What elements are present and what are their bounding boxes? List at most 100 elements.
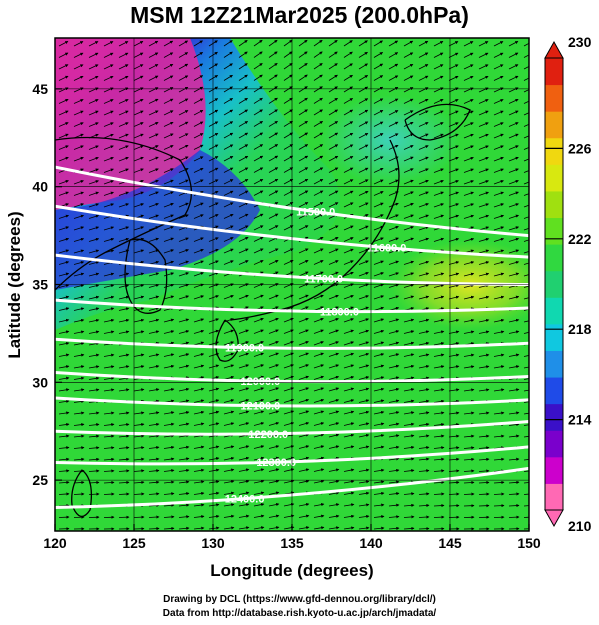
- wind-arrow: [298, 97, 308, 104]
- wind-arrow: [313, 155, 324, 162]
- wind-arrow: [373, 109, 384, 116]
- wind-arrow: [448, 145, 459, 150]
- wind-arrow: [388, 249, 399, 254]
- wind-arrow: [373, 306, 385, 311]
- contour-label: 11700.0: [304, 274, 343, 286]
- wind-arrow: [208, 86, 219, 93]
- wind-arrow: [268, 375, 280, 380]
- wind-vectors: [58, 39, 529, 531]
- wind-arrow: [73, 52, 84, 58]
- wind-arrow: [253, 74, 263, 81]
- wind-arrow: [388, 168, 399, 173]
- wind-arrow: [178, 110, 189, 116]
- wind-arrow: [148, 145, 159, 150]
- wind-arrow: [223, 364, 235, 369]
- wind-arrow: [388, 214, 399, 219]
- wind-arrow: [238, 398, 250, 403]
- wind-arrow: [163, 422, 175, 426]
- wind-arrow: [148, 260, 160, 265]
- wind-arrow: [193, 399, 205, 403]
- wind-arrow: [463, 272, 475, 277]
- colorbar-label: 210: [568, 518, 592, 534]
- wind-arrow: [448, 214, 460, 219]
- wind-arrow: [508, 411, 520, 415]
- wind-arrow: [193, 260, 204, 265]
- wind-arrow: [163, 330, 175, 334]
- wind-arrow: [58, 226, 70, 231]
- wind-arrow: [298, 410, 310, 415]
- wind-arrow: [253, 422, 265, 426]
- wind-arrow: [313, 260, 324, 265]
- wind-arrow: [418, 422, 430, 427]
- wind-arrow: [133, 272, 145, 277]
- wind-arrow: [433, 341, 445, 346]
- wind-arrow: [478, 156, 489, 162]
- wind-arrow: [163, 226, 174, 231]
- wind-arrow: [343, 156, 354, 162]
- wind-arrow: [298, 167, 309, 173]
- wind-arrow: [298, 341, 309, 346]
- wind-arrow: [403, 75, 414, 81]
- wind-arrow: [193, 214, 204, 219]
- wind-arrow: [148, 179, 159, 185]
- wind-arrow: [193, 387, 205, 392]
- wind-arrow: [328, 86, 338, 93]
- wind-arrow: [298, 421, 310, 426]
- map-title: MSM 12Z21Mar2025 (200.0hPa): [130, 2, 469, 28]
- wind-arrow: [88, 388, 100, 392]
- wind-arrow: [493, 52, 504, 58]
- wind-arrow: [298, 317, 309, 323]
- wind-arrow: [388, 179, 399, 185]
- wind-arrow: [493, 133, 504, 139]
- wind-arrow: [373, 214, 384, 219]
- wind-arrow: [283, 109, 293, 116]
- wind-arrow: [463, 330, 475, 334]
- wind-arrow: [163, 202, 174, 208]
- wind-arrow: [208, 214, 219, 219]
- wind-arrow: [193, 179, 204, 185]
- wind-arrow: [418, 98, 429, 104]
- wind-arrow: [358, 202, 369, 208]
- wind-arrow: [418, 40, 429, 47]
- wind-arrow: [433, 168, 444, 173]
- wind-arrow: [358, 75, 369, 81]
- wind-arrow: [463, 99, 474, 104]
- wind-arrow: [478, 272, 490, 277]
- wind-arrow: [253, 167, 264, 173]
- wind-arrow: [253, 236, 264, 242]
- wind-arrow: [208, 98, 219, 104]
- wind-arrow: [73, 318, 85, 323]
- wind-arrow: [223, 86, 234, 93]
- wind-arrow: [148, 52, 159, 58]
- wind-arrow: [358, 352, 370, 357]
- wind-arrow: [328, 306, 339, 311]
- wind-arrow: [193, 353, 205, 357]
- wind-arrow: [118, 295, 130, 300]
- wind-arrow: [388, 121, 399, 127]
- wind-arrow: [448, 284, 460, 288]
- wind-arrow: [223, 109, 234, 116]
- wind-arrow: [238, 63, 248, 70]
- wind-arrow: [103, 41, 114, 47]
- wind-arrow: [148, 133, 159, 139]
- wind-arrow: [343, 318, 354, 323]
- wind-arrow: [403, 40, 414, 47]
- wind-arrow: [388, 260, 399, 265]
- wind-arrow: [88, 156, 99, 162]
- wind-arrow: [118, 353, 130, 357]
- wind-arrow: [313, 294, 324, 300]
- wind-arrow: [118, 365, 130, 369]
- wind-arrow: [238, 410, 250, 415]
- wind-arrow: [463, 492, 475, 496]
- wind-arrow: [223, 40, 233, 47]
- wind-arrow: [478, 52, 489, 58]
- wind-arrow: [478, 237, 490, 242]
- wind-arrow: [88, 307, 100, 311]
- wind-arrow: [103, 145, 114, 150]
- wind-arrow: [508, 226, 520, 231]
- wind-arrow: [163, 411, 175, 415]
- wind-arrow: [103, 203, 115, 208]
- wind-arrow: [313, 387, 325, 392]
- wind-arrow: [268, 317, 279, 323]
- wind-arrow: [298, 132, 309, 139]
